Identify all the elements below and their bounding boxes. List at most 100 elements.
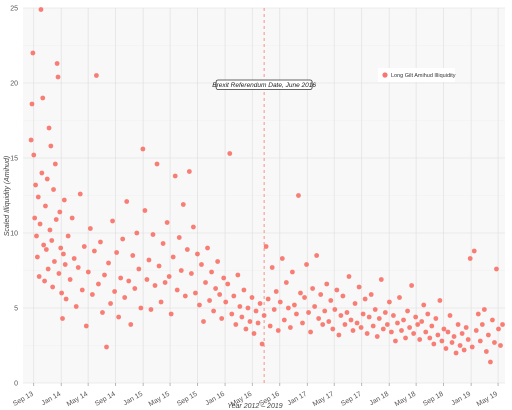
data-point [437,298,443,303]
data-point [144,277,150,282]
data-point [378,277,384,282]
data-point [384,322,390,327]
data-point [43,247,49,252]
x-tick-label: May 14 [66,391,89,409]
y-tick-label: 15 [10,156,18,163]
data-point [35,194,41,200]
x-tick-label: Sep 15 [176,391,199,408]
data-point [110,218,115,224]
data-point [275,328,281,333]
data-point [310,286,316,291]
y-tick-label: 5 [14,306,18,313]
data-point [41,242,47,248]
data-point [490,317,495,323]
data-point [360,311,366,317]
data-point [39,170,45,176]
data-point [500,322,505,327]
data-point [488,359,493,365]
data-point [433,316,439,321]
data-point [126,278,132,284]
data-point [413,314,419,320]
data-point [348,317,354,323]
data-point [79,287,85,293]
data-point [213,286,219,291]
data-point [312,304,318,309]
data-point [279,256,285,261]
data-point [59,290,65,296]
x-tick-label: Jan 19 [450,391,472,408]
data-point [209,269,214,275]
x-tick-label: Sep 17 [340,391,363,408]
data-point [178,268,184,273]
data-point [195,251,200,257]
data-point [483,349,489,354]
data-point [294,311,299,317]
data-point [49,238,55,243]
data-point [116,314,122,320]
data-point [221,275,227,281]
data-point [38,7,44,12]
y-axis-title: Scaled Illiquidity (Amihud) [4,156,11,237]
data-point [447,313,453,318]
data-point [281,317,287,323]
data-point [364,331,370,336]
data-point [320,322,326,327]
data-point [100,310,105,315]
data-point [180,202,186,207]
data-point [203,280,208,285]
data-point [114,250,120,255]
data-point [302,295,307,300]
data-point [62,262,68,267]
data-point [461,347,467,353]
data-point [146,257,152,263]
data-point [201,319,206,324]
data-point [57,209,63,215]
data-point [32,215,38,221]
data-point [199,262,204,267]
data-point [31,152,37,158]
data-point [130,253,136,258]
data-point [71,256,77,261]
data-point [122,295,128,300]
data-point [362,296,368,302]
data-point [205,245,210,251]
data-point [300,320,305,326]
data-point [108,301,113,306]
data-point [67,277,73,282]
data-point [431,341,437,347]
data-point [386,299,392,305]
data-point [154,161,160,167]
data-point [465,337,471,342]
data-point [85,269,91,275]
data-point [350,328,356,333]
data-point [58,245,64,251]
data-point [239,314,245,320]
data-point [33,182,38,188]
data-point [253,308,259,314]
x-tick-label: Sep 14 [94,391,117,408]
data-point [106,260,111,266]
data-point [45,266,51,272]
data-point [211,308,216,314]
data-point [435,332,441,338]
data-point [457,343,463,348]
data-point [471,248,477,254]
data-point [283,280,289,285]
data-point [188,271,194,276]
data-point [344,310,350,315]
data-point [136,266,142,272]
data-point [142,208,148,213]
data-point [219,316,225,321]
data-point [207,298,212,303]
x-tick-label: May 18 [394,391,417,409]
data-point [94,73,99,78]
x-tick-label: Jan 17 [287,391,309,408]
data-point [372,307,378,312]
data-point [399,328,404,333]
data-point [120,236,126,242]
y-tick-label: 20 [10,81,18,88]
data-point [170,254,176,260]
data-point [382,310,388,315]
data-point [328,298,334,303]
